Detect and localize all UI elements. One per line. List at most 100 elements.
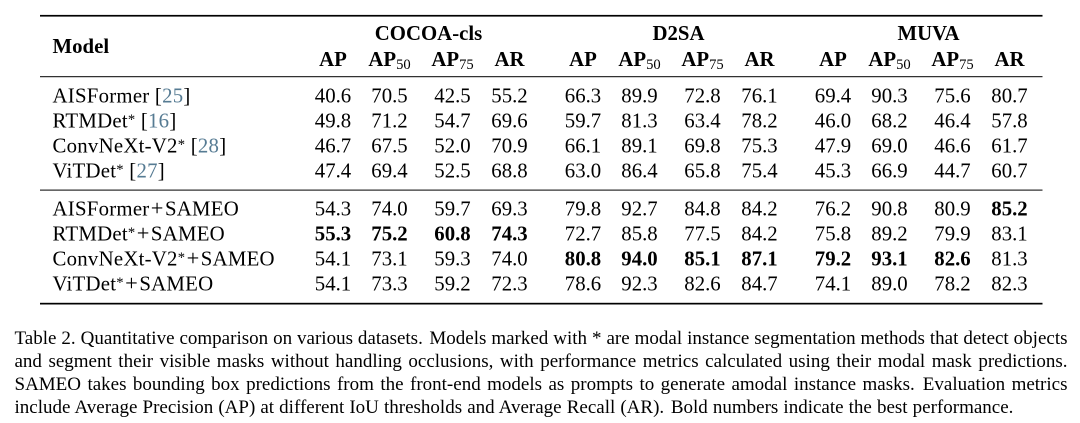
svg-text:84.2: 84.2 [741,222,777,245]
svg-text:82.6: 82.6 [934,247,970,270]
svg-text:90.8: 90.8 [871,197,907,220]
svg-text:59.7: 59.7 [434,197,470,220]
svg-text:87.1: 87.1 [741,247,777,270]
svg-text:73.3: 73.3 [371,272,407,295]
svg-text:74.1: 74.1 [815,272,851,295]
svg-text:74.3: 74.3 [491,222,527,245]
svg-text:72.3: 72.3 [491,272,527,295]
svg-text:40.6: 40.6 [315,85,351,108]
svg-text:70.5: 70.5 [371,85,407,108]
svg-text:63.4: 63.4 [684,110,721,133]
svg-text:69.3: 69.3 [491,197,527,220]
svg-text:72.7: 72.7 [565,222,601,245]
svg-text:89.9: 89.9 [621,85,657,108]
svg-text:74.0: 74.0 [491,247,527,270]
svg-text:80.8: 80.8 [565,247,601,270]
svg-text:77.5: 77.5 [684,222,720,245]
svg-text:75.2: 75.2 [371,222,407,245]
svg-text:71.2: 71.2 [371,110,407,133]
svg-text:80.9: 80.9 [934,197,970,220]
svg-text:54.1: 54.1 [315,272,351,295]
svg-text:59.2: 59.2 [434,272,470,295]
svg-text:ViTDet* [27]: ViTDet* [27] [53,160,165,183]
svg-text:89.2: 89.2 [871,222,907,245]
svg-text:42.5: 42.5 [434,85,470,108]
svg-text:54.3: 54.3 [315,197,351,220]
svg-text:46.7: 46.7 [315,135,351,158]
svg-text:81.3: 81.3 [991,247,1027,270]
svg-text:D2SA: D2SA [652,22,704,45]
svg-text:72.8: 72.8 [684,85,720,108]
svg-text:60.8: 60.8 [434,222,470,245]
svg-text:74.0: 74.0 [371,197,407,220]
svg-text:AR: AR [994,48,1025,71]
svg-text:69.4: 69.4 [815,85,852,108]
svg-text:85.8: 85.8 [621,222,657,245]
svg-text:MUVA: MUVA [897,22,959,45]
svg-text:85.1: 85.1 [684,247,720,270]
svg-text:65.8: 65.8 [684,160,720,183]
svg-text:75.8: 75.8 [815,222,851,245]
svg-text:44.7: 44.7 [934,160,970,183]
svg-text:69.0: 69.0 [871,135,907,158]
svg-text:84.7: 84.7 [741,272,777,295]
svg-text:AP: AP [319,48,347,71]
svg-text:ViTDet*+SAMEO: ViTDet*+SAMEO [53,270,214,295]
svg-text:69.8: 69.8 [684,135,720,158]
svg-text:46.6: 46.6 [934,135,970,158]
svg-text:78.6: 78.6 [565,272,601,295]
svg-text:76.2: 76.2 [815,197,851,220]
svg-text:RTMDet*+SAMEO: RTMDet*+SAMEO [53,220,225,245]
svg-text:AP: AP [819,48,847,71]
svg-text:89.1: 89.1 [621,135,657,158]
svg-text:86.4: 86.4 [621,160,658,183]
svg-text:70.9: 70.9 [491,135,527,158]
svg-text:55.2: 55.2 [491,85,527,108]
svg-text:79.9: 79.9 [934,222,970,245]
svg-text:69.4: 69.4 [371,160,408,183]
svg-text:RTMDet* [16]: RTMDet* [16] [53,110,177,133]
svg-text:55.3: 55.3 [315,222,351,245]
svg-text:46.0: 46.0 [815,110,851,133]
svg-text:78.2: 78.2 [741,110,777,133]
svg-text:75.3: 75.3 [741,135,777,158]
svg-text:61.7: 61.7 [991,135,1027,158]
svg-text:76.1: 76.1 [741,85,777,108]
svg-text:73.1: 73.1 [371,247,407,270]
svg-text:82.6: 82.6 [684,272,720,295]
svg-text:67.5: 67.5 [371,135,407,158]
svg-text:AR: AR [744,48,775,71]
svg-text:81.3: 81.3 [621,110,657,133]
svg-text:92.7: 92.7 [621,197,657,220]
svg-text:79.8: 79.8 [565,197,601,220]
svg-text:80.7: 80.7 [991,85,1027,108]
svg-text:82.3: 82.3 [991,272,1027,295]
svg-text:84.2: 84.2 [741,197,777,220]
svg-text:69.6: 69.6 [491,110,527,133]
svg-text:79.2: 79.2 [815,247,851,270]
svg-text:75.4: 75.4 [741,160,778,183]
svg-text:AP: AP [569,48,597,71]
svg-text:AP75: AP75 [681,48,723,73]
svg-text:ConvNeXt-V2*+SAMEO: ConvNeXt-V2*+SAMEO [53,245,275,270]
svg-text:66.9: 66.9 [871,160,907,183]
svg-text:83.1: 83.1 [991,222,1027,245]
svg-text:68.8: 68.8 [491,160,527,183]
svg-text:93.1: 93.1 [871,247,907,270]
svg-text:90.3: 90.3 [871,85,907,108]
svg-text:ConvNeXt-V2* [28]: ConvNeXt-V2* [28] [53,135,227,158]
svg-text:45.3: 45.3 [815,160,851,183]
svg-text:66.1: 66.1 [565,135,601,158]
svg-text:47.9: 47.9 [815,135,851,158]
svg-text:54.1: 54.1 [315,247,351,270]
svg-text:68.2: 68.2 [871,110,907,133]
svg-text:AISFormer+SAMEO: AISFormer+SAMEO [53,195,240,220]
svg-text:54.7: 54.7 [434,110,470,133]
svg-text:85.2: 85.2 [991,197,1027,220]
svg-text:52.5: 52.5 [434,160,470,183]
svg-text:COCOA-cls: COCOA-cls [375,22,482,45]
svg-text:52.0: 52.0 [434,135,470,158]
svg-text:78.2: 78.2 [934,272,970,295]
svg-text:Model: Model [53,35,110,58]
svg-text:63.0: 63.0 [565,160,601,183]
